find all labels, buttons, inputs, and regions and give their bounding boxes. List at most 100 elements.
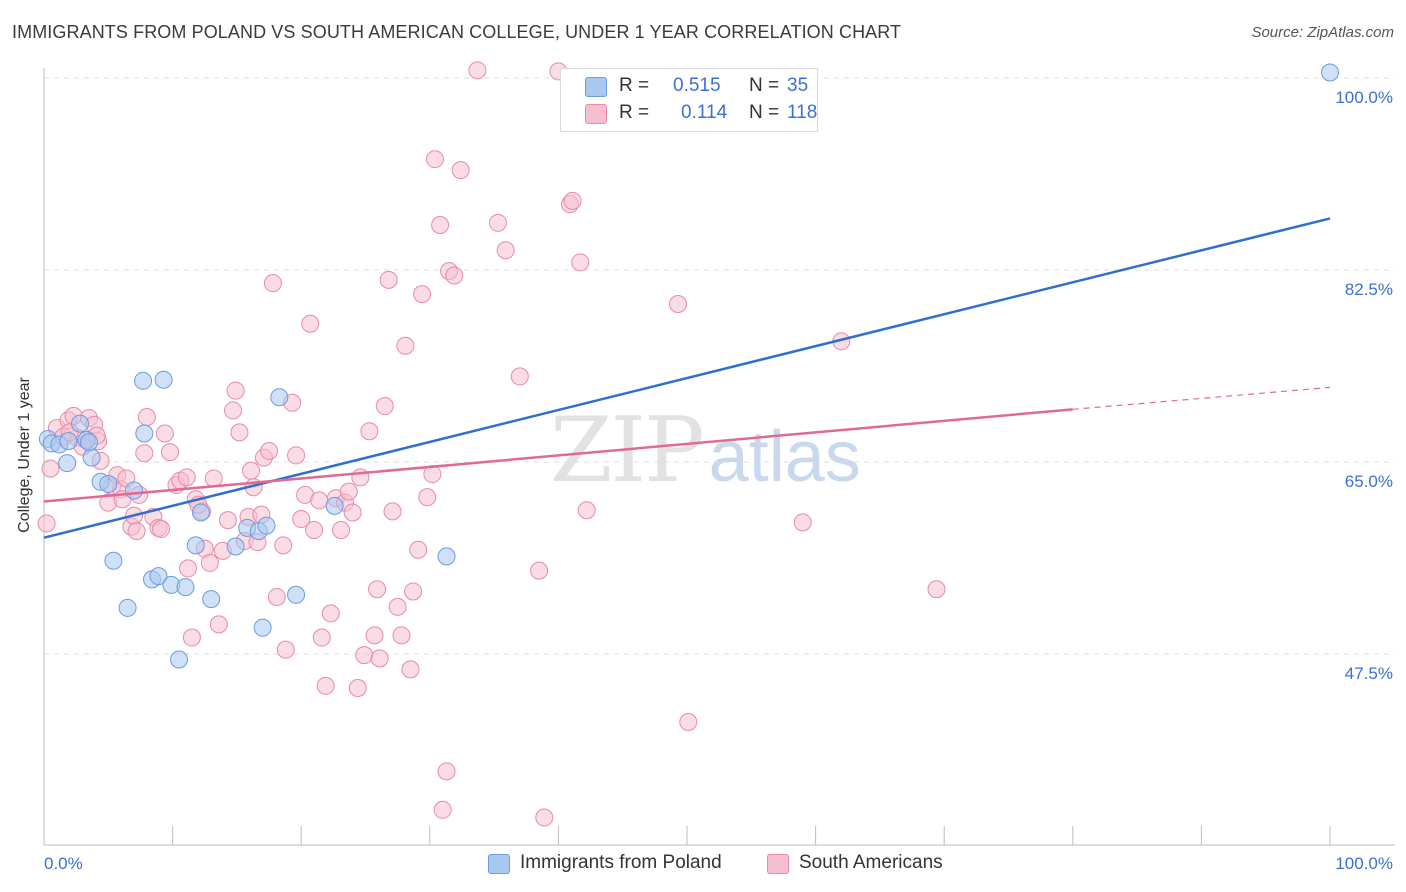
legend-swatch-blue xyxy=(585,77,607,97)
legend-swatch-pink xyxy=(585,104,607,124)
south-americans-point xyxy=(301,314,320,333)
y-axis-label-wrap: College, Under 1 year xyxy=(16,299,34,533)
legend-r-value-poland: 0.515 xyxy=(673,75,721,96)
south-americans-point xyxy=(355,646,374,665)
poland-point xyxy=(191,503,210,522)
south-americans-point xyxy=(418,488,437,507)
south-americans-point xyxy=(135,444,154,463)
south-americans-point xyxy=(927,580,946,599)
legend-r-label: R = xyxy=(619,75,650,96)
y-tick-label: 65.0% xyxy=(1345,472,1393,491)
poland-point xyxy=(104,551,123,570)
south-americans-point xyxy=(263,274,282,293)
south-americans-point xyxy=(437,762,456,781)
source-credit: Source: ZipAtlas.com xyxy=(1251,24,1394,41)
y-tick-label: 47.5% xyxy=(1345,664,1393,683)
poland-point xyxy=(176,578,195,597)
poland-point xyxy=(59,432,78,451)
south-americans-point xyxy=(137,408,156,427)
south-americans-point xyxy=(127,522,146,541)
south-americans-point xyxy=(161,443,180,462)
legend-n-value-south-americans: 118 xyxy=(787,102,818,123)
poland-point xyxy=(253,618,272,637)
south-americans-point xyxy=(348,679,367,698)
south-americans-point xyxy=(226,381,245,400)
south-americans-point xyxy=(530,561,549,580)
south-americans-point xyxy=(425,150,444,169)
south-americans-point xyxy=(310,491,329,510)
south-americans-point xyxy=(445,266,464,285)
south-americans-point xyxy=(388,597,407,616)
poland-point xyxy=(149,567,168,586)
south-americans-point xyxy=(274,536,293,555)
poland-point xyxy=(170,650,189,669)
poland-point xyxy=(270,388,289,407)
south-americans-point xyxy=(292,510,311,529)
south-americans-point xyxy=(242,461,261,480)
poland-point xyxy=(135,424,154,443)
south-americans-point xyxy=(413,285,432,304)
south-americans-point xyxy=(204,469,223,488)
south-americans-point xyxy=(433,800,452,819)
poland-point xyxy=(186,536,205,555)
south-americans-point xyxy=(305,521,324,540)
south-americans-point xyxy=(375,397,394,416)
south-americans-point xyxy=(177,468,196,487)
south-americans-point xyxy=(360,422,379,441)
south-americans-point xyxy=(409,540,428,559)
bottom-legend-swatch-pink xyxy=(767,854,789,874)
south-americans-point xyxy=(267,587,286,606)
south-americans-point xyxy=(370,649,389,668)
south-americans-point xyxy=(577,501,596,520)
south-americans-point xyxy=(155,424,174,443)
south-americans-point xyxy=(218,511,237,530)
south-americans-point xyxy=(224,401,243,420)
south-americans-point xyxy=(339,482,358,501)
south-americans-point xyxy=(451,161,470,180)
poland-point xyxy=(118,598,137,617)
south-americans-point xyxy=(563,191,582,210)
south-americans-trend-line xyxy=(43,408,1073,503)
south-americans-point xyxy=(179,559,198,578)
poland-point xyxy=(71,414,90,433)
south-americans-point xyxy=(312,628,331,647)
south-americans-point xyxy=(401,660,420,679)
south-americans-point xyxy=(182,628,201,647)
south-americans-point xyxy=(287,446,306,465)
legend-n-label: N = xyxy=(749,75,780,96)
legend-r-value-south-americans: 0.114 xyxy=(681,102,728,123)
south-americans-point xyxy=(316,676,335,695)
bottom-legend-label-south-americans: South Americans xyxy=(799,852,943,873)
legend-n-value-poland: 35 xyxy=(787,75,809,96)
south-americans-point xyxy=(392,626,411,645)
south-americans-trend-extension xyxy=(1072,386,1331,410)
poland-point xyxy=(325,496,344,515)
south-americans-point xyxy=(276,640,295,659)
south-americans-point xyxy=(468,61,487,80)
poland-point xyxy=(58,454,77,473)
poland-point xyxy=(287,585,306,604)
watermark-zip: ZIP xyxy=(550,398,705,503)
poland-point xyxy=(125,481,144,500)
south-americans-point xyxy=(431,216,450,235)
south-americans-point xyxy=(679,713,698,732)
poland-point xyxy=(226,537,245,556)
south-americans-point xyxy=(321,604,340,623)
south-americans-point xyxy=(488,213,507,232)
correlation-legend: R = 0.515 N = 35 R = 0.114 N = 118 xyxy=(560,68,818,132)
south-americans-point xyxy=(152,519,171,538)
poland-point xyxy=(1321,63,1339,82)
south-americans-point xyxy=(668,295,687,314)
south-americans-point xyxy=(37,514,56,533)
south-americans-point xyxy=(368,580,387,599)
poland-point xyxy=(99,474,118,493)
south-americans-point xyxy=(365,626,384,645)
south-americans-point xyxy=(41,459,60,478)
south-americans-point xyxy=(396,336,415,355)
poland-point xyxy=(257,516,276,535)
poland-point xyxy=(437,547,456,566)
south-americans-point xyxy=(404,582,423,601)
y-tick-label: 82.5% xyxy=(1345,280,1393,299)
south-americans-point xyxy=(260,442,279,461)
south-americans-point xyxy=(200,553,219,572)
